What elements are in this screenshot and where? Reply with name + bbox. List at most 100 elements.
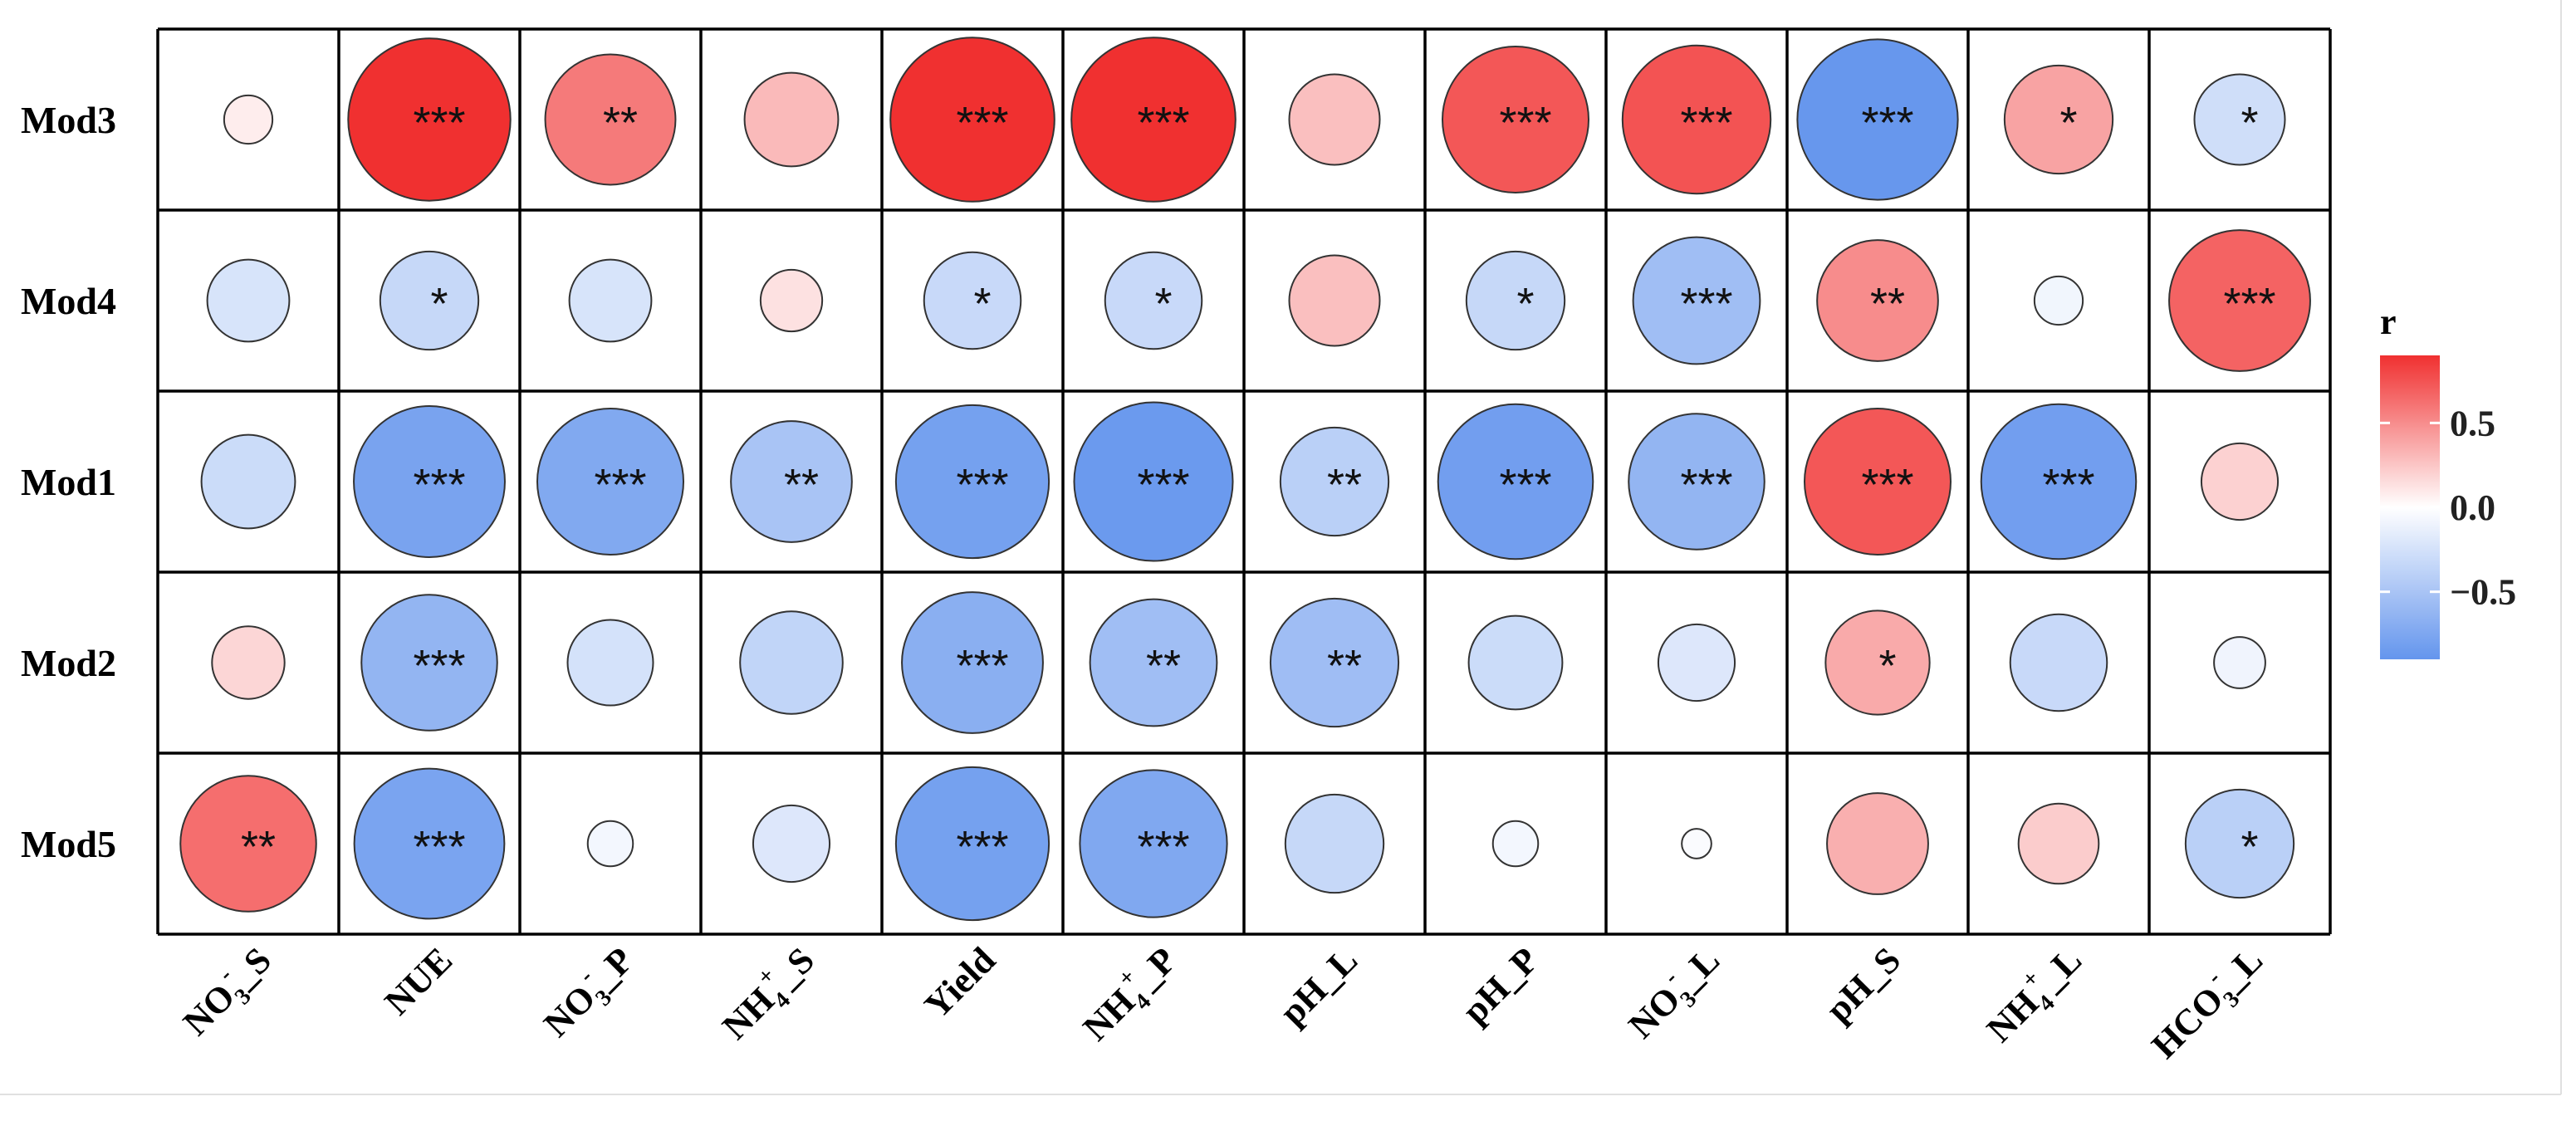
cell-circle-mod4-7 [1465, 250, 1566, 351]
significance-marker: ** [603, 98, 638, 148]
cell-circle-mod5-11 [2184, 788, 2295, 899]
significance-marker: *** [594, 460, 646, 510]
cell-circle-mod3-0 [223, 94, 274, 145]
cell-circle-mod5-8 [1681, 828, 1712, 859]
cell-circle-mod4-9 [1816, 239, 1939, 362]
cell-circle-mod1-11 [2200, 442, 2280, 521]
cell-circle-mod2-3 [739, 610, 844, 715]
significance-marker: *** [1137, 98, 1189, 148]
significance-marker: * [430, 279, 448, 329]
legend-tick-label: 0.0 [2450, 487, 2495, 528]
significance-marker: * [1154, 279, 1172, 329]
cell-circle-mod3-11 [2193, 73, 2286, 166]
cell-circle-mod1-7 [1437, 403, 1594, 560]
row-label-mod3: Mod3 [21, 99, 116, 141]
cell-circle-mod1-0 [200, 433, 296, 530]
cell-circle-mod1-4 [894, 404, 1050, 560]
cell-circle-mod2-6 [1269, 597, 1400, 728]
cell-circle-mod1-8 [1628, 413, 1765, 551]
cell-circle-mod5-4 [894, 766, 1050, 922]
significance-marker: *** [1861, 460, 1913, 510]
cell-circle-mod5-1 [353, 767, 506, 920]
cell-circle-mod3-8 [1621, 44, 1772, 195]
cell-circle-mod4-0 [206, 258, 291, 343]
significance-marker: * [2059, 98, 2077, 148]
cell-circle-mod1-2 [536, 407, 685, 556]
cell-circle-mod4-6 [1288, 254, 1381, 347]
significance-marker: *** [413, 822, 465, 872]
cell-circle-mod4-2 [568, 258, 653, 343]
cell-circle-mod3-9 [1796, 38, 1959, 201]
cell-circle-mod2-0 [211, 625, 286, 700]
significance-marker: *** [413, 641, 465, 691]
legend-tick-label: 0.5 [2450, 403, 2495, 443]
cell-circle-mod4-4 [923, 251, 1022, 350]
cell-circle-mod5-7 [1491, 820, 1540, 868]
cell-circle-mod2-8 [1657, 623, 1736, 702]
cell-circle-mod2-9 [1824, 609, 1931, 716]
cell-circle-mod2-10 [2009, 613, 2108, 712]
cell-circle-mod2-5 [1089, 598, 1218, 727]
cell-circle-mod2-4 [901, 591, 1044, 734]
cell-circle-mod4-5 [1104, 251, 1203, 350]
significance-marker: *** [1499, 460, 1551, 510]
row-label-mod2: Mod2 [21, 642, 116, 684]
legend-tick-label: −0.5 [2450, 572, 2516, 613]
cell-circle-mod2-1 [360, 594, 498, 732]
significance-marker: *** [956, 641, 1008, 691]
cell-circle-mod5-9 [1826, 792, 1929, 895]
cell-circle-mod4-10 [2033, 275, 2084, 326]
row-label-mod1: Mod1 [21, 461, 116, 503]
cell-circle-mod3-7 [1441, 45, 1590, 194]
cell-circle-mod1-9 [1803, 407, 1952, 556]
cell-circle-mod1-1 [353, 405, 506, 558]
cell-circle-mod4-3 [759, 268, 824, 333]
cell-circle-mod5-10 [2017, 802, 2100, 885]
cell-circle-mod1-5 [1073, 401, 1234, 562]
significance-marker: *** [1680, 98, 1732, 148]
cell-circle-mod4-11 [2168, 229, 2311, 372]
cell-circle-mod2-7 [1467, 614, 1564, 711]
legend-title: r [2380, 301, 2397, 342]
row-label-mod4: Mod4 [21, 280, 116, 322]
significance-marker: *** [956, 98, 1008, 148]
cell-circle-mod3-1 [347, 37, 512, 202]
cell-circle-mod4-8 [1632, 236, 1761, 365]
color-legend: r 0.5 0.0 −0.5 [2380, 301, 2516, 659]
cell-circle-mod3-6 [1288, 73, 1381, 166]
heatmap-cells: *** ** *** *** *** *** *** * ** * * * *** ** ****** ***… [156, 27, 2332, 936]
cell-circle-mod5-6 [1284, 793, 1385, 894]
significance-marker: *** [2042, 460, 2094, 510]
significance-marker: *** [1137, 822, 1189, 872]
row-labels: Mod3 Mod4 Mod1 Mod2 Mod5 [21, 99, 116, 865]
cell-circle-mod5-2 [586, 820, 634, 868]
cell-circle-mod3-5 [1070, 37, 1237, 203]
significance-marker: ** [241, 822, 276, 872]
significance-marker: *** [956, 460, 1008, 510]
cell-circle-mod5-3 [752, 804, 831, 884]
significance-marker: * [1878, 641, 1896, 691]
significance-marker: ** [1327, 641, 1362, 691]
significance-marker: *** [1680, 460, 1732, 510]
cell-circle-mod1-10 [1980, 403, 2138, 560]
significance-marker: * [2241, 98, 2258, 148]
significance-marker: *** [2223, 279, 2275, 329]
cell-circle-mod4-1 [379, 250, 480, 351]
cell-circle-mod3-10 [2003, 64, 2114, 175]
significance-marker: * [1516, 279, 1534, 329]
significance-marker: *** [1137, 460, 1189, 510]
cell-circle-mod1-3 [730, 420, 853, 543]
significance-marker: ** [1146, 641, 1181, 691]
significance-marker: *** [1861, 98, 1913, 148]
significance-marker: *** [413, 460, 465, 510]
significance-marker: * [973, 279, 991, 329]
row-label-mod5: Mod5 [21, 823, 116, 865]
significance-marker: * [2241, 822, 2258, 872]
significance-marker: ** [1870, 279, 1905, 329]
cell-circle-mod5-0 [179, 775, 317, 913]
significance-marker: *** [413, 98, 465, 148]
cell-circle-mod2-2 [566, 619, 654, 707]
significance-marker: *** [956, 822, 1008, 872]
cell-circle-mod3-4 [889, 37, 1055, 203]
